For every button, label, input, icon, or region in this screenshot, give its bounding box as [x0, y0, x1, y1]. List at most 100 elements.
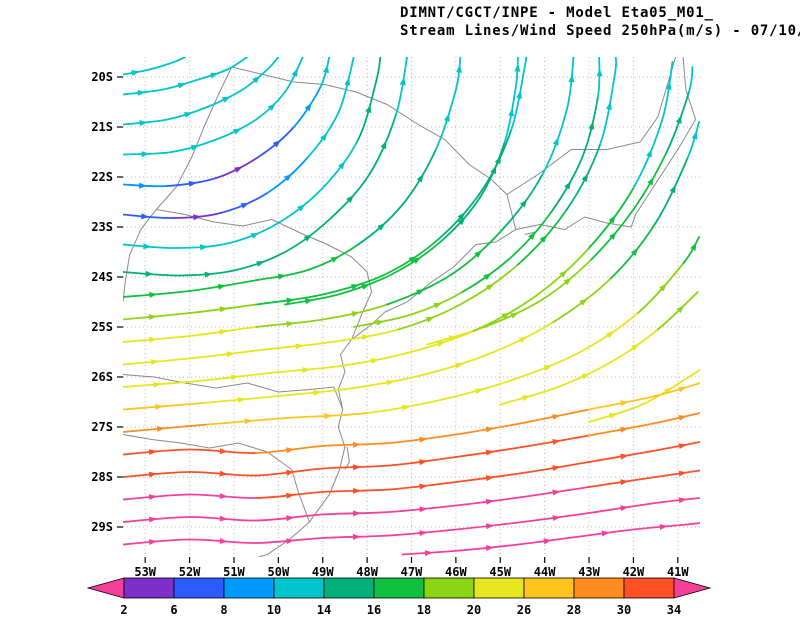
flow-arrow: [581, 373, 590, 380]
streamline-segment: [499, 386, 559, 406]
flow-arrow: [286, 538, 295, 545]
streamline-segment: [472, 295, 537, 332]
streamline-segment: [661, 61, 674, 121]
flow-arrow: [153, 381, 162, 388]
flow-arrow: [295, 343, 304, 350]
streamline-segment: [613, 57, 618, 76]
flow-arrow: [474, 250, 483, 258]
streamline-segment: [352, 313, 413, 328]
flow-arrow: [596, 68, 603, 77]
flow-arrow: [141, 213, 150, 220]
flow-arrow: [219, 448, 228, 455]
map-outline: [231, 66, 508, 195]
flow-arrow: [244, 418, 253, 425]
flow-arrow: [494, 155, 501, 165]
streamline-segment: [173, 57, 186, 63]
colorbar-label: 14: [317, 603, 331, 617]
colorbar: 2 6 8 10 14 16 18 20 26 28 30 34: [86, 577, 712, 617]
colorbar-label: 2: [120, 603, 127, 617]
flow-arrow: [304, 102, 312, 112]
streamline: [123, 57, 463, 298]
flow-arrow: [252, 75, 261, 84]
flow-arrow: [286, 492, 295, 499]
flow-arrow: [659, 283, 667, 292]
streamline: [123, 57, 304, 158]
flow-arrow: [606, 101, 612, 110]
x-axis-label: 47W: [401, 565, 423, 579]
flow-arrow: [324, 413, 333, 420]
flow-arrow: [361, 284, 370, 290]
flow-arrow: [419, 530, 428, 537]
streamline-segment: [439, 196, 482, 243]
flow-arrow: [148, 494, 158, 500]
flow-arrow: [485, 283, 495, 291]
flow-arrow: [330, 256, 340, 263]
flow-arrow: [620, 426, 629, 433]
flow-arrow: [678, 497, 687, 504]
x-axis-label: 53W: [134, 565, 156, 579]
flow-arrow: [485, 498, 495, 505]
flow-arrow: [519, 199, 528, 208]
streamline-segment: [686, 121, 700, 159]
flow-arrow: [302, 367, 311, 374]
flow-arrow: [148, 516, 158, 523]
map-outline: [156, 209, 373, 340]
streamline: [352, 57, 603, 328]
flow-arrow: [217, 283, 227, 290]
streamline-segment: [375, 57, 382, 83]
colorbar-label: 8: [220, 603, 227, 617]
streamline: [123, 412, 700, 478]
streamline-segment: [277, 187, 324, 224]
colorbar-label: 20: [467, 603, 481, 617]
flow-arrow: [233, 128, 242, 135]
streamline-segment: [123, 538, 191, 546]
flow-arrow: [678, 415, 687, 421]
streamline: [123, 57, 528, 321]
flow-arrow: [148, 314, 158, 320]
flow-arrow: [148, 471, 158, 478]
flow-arrow: [678, 470, 687, 477]
y-axis-label: 26S: [91, 370, 113, 384]
streamline: [123, 57, 408, 278]
flow-arrow: [620, 479, 629, 486]
flow-arrow: [606, 331, 615, 339]
streamline-segment: [266, 157, 309, 194]
streamline-segment: [123, 516, 191, 523]
flow-arrow: [219, 306, 228, 313]
grid-layer: [123, 57, 700, 557]
flow-arrow: [291, 68, 298, 77]
streamline-segment: [266, 57, 280, 71]
flow-arrow: [401, 404, 411, 411]
colorbar-label: 6: [170, 603, 177, 617]
flow-arrow: [457, 212, 466, 221]
flow-arrow: [199, 244, 209, 251]
flow-arrow: [304, 298, 314, 305]
streamline: [588, 368, 700, 423]
flow-arrow: [608, 215, 616, 224]
flow-arrow: [552, 439, 561, 445]
streamline: [123, 57, 186, 76]
flow-arrow: [620, 453, 629, 460]
streamline-segment: [455, 57, 462, 91]
streamline: [123, 61, 674, 388]
streamline-segment: [395, 57, 408, 116]
flow-arrow: [579, 298, 588, 306]
y-axis-label: 22S: [91, 170, 113, 184]
flow-arrow: [155, 403, 164, 410]
flow-arrow: [351, 311, 360, 317]
colorbar-segment: [173, 577, 225, 599]
colorbar-segment: [273, 577, 325, 599]
streamline-segment: [386, 273, 453, 306]
flow-arrow: [552, 414, 561, 420]
x-axis-label: 42W: [623, 565, 645, 579]
streamline-segment: [523, 57, 528, 68]
flow-arrow: [386, 379, 395, 386]
x-axis-label: 46W: [445, 565, 467, 579]
streamline-segment: [306, 112, 340, 159]
flow-arrow: [286, 515, 295, 522]
flow-arrow: [559, 270, 568, 278]
streamline-segment: [123, 493, 191, 501]
flow-arrow: [284, 173, 292, 182]
flow-arrow: [416, 174, 424, 183]
flow-arrow: [365, 104, 372, 113]
